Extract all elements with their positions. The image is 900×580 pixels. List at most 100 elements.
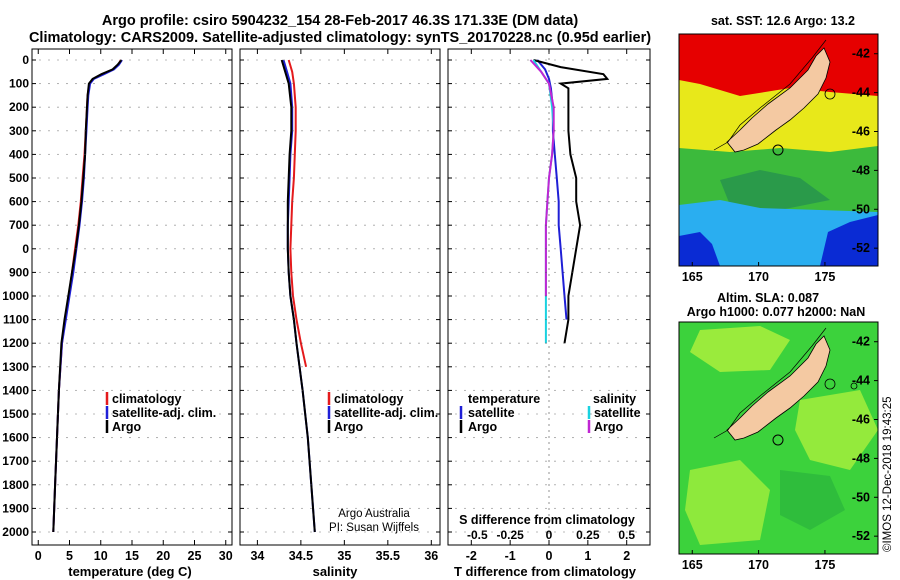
grid-dot: [536, 460, 538, 462]
grid-dot: [265, 130, 267, 132]
grid-dot: [66, 130, 68, 132]
grid-dot: [283, 366, 285, 368]
grid-dot: [256, 531, 258, 533]
grid-dot: [626, 153, 628, 155]
grid-dot: [210, 295, 212, 297]
zero-line-dot: [548, 358, 550, 360]
series-line-temperature-satellite: [536, 59, 568, 320]
grid-dot: [48, 460, 50, 462]
sla-map-title-line1: Altim. SLA: 0.087: [717, 291, 819, 305]
grid-dot: [93, 248, 95, 250]
grid-dot: [301, 531, 303, 533]
legend-label-temp-satellite: satellite: [468, 406, 515, 420]
grid-dot: [581, 319, 583, 321]
grid-dot: [310, 437, 312, 439]
grid-dot: [48, 295, 50, 297]
grid-dot: [455, 460, 457, 462]
grid-dot: [482, 271, 484, 273]
grid-dot: [409, 201, 411, 203]
grid-dot: [554, 295, 556, 297]
zero-line-dot: [548, 394, 550, 396]
grid-dot: [346, 484, 348, 486]
grid-dot: [491, 271, 493, 273]
grid-dot: [310, 248, 312, 250]
grid-dot: [427, 531, 429, 533]
grid-dot: [301, 248, 303, 250]
grid-dot: [590, 295, 592, 297]
grid-dot: [183, 59, 185, 61]
grid-dot: [156, 130, 158, 132]
grid-dot: [482, 437, 484, 439]
grid-dot: [292, 342, 294, 344]
grid-dot: [527, 153, 529, 155]
grid-dot: [617, 224, 619, 226]
grid-dot: [247, 83, 249, 85]
grid-dot: [518, 366, 520, 368]
zero-line-dot: [548, 442, 550, 444]
grid-dot: [464, 389, 466, 391]
zero-line-dot: [548, 454, 550, 456]
grid-dot: [599, 507, 601, 509]
grid-dot: [491, 106, 493, 108]
grid-dot: [201, 106, 203, 108]
grid-dot: [599, 106, 601, 108]
grid-dot: [201, 248, 203, 250]
grid-dot: [346, 224, 348, 226]
grid-dot: [156, 106, 158, 108]
zero-line-dot: [548, 256, 550, 258]
grid-dot: [590, 153, 592, 155]
grid-dot: [518, 83, 520, 85]
grid-dot: [400, 177, 402, 179]
grid-dot: [536, 224, 538, 226]
grid-dot: [319, 106, 321, 108]
grid-dot: [482, 413, 484, 415]
grid-dot: [165, 507, 167, 509]
grid-dot: [247, 531, 249, 533]
grid-dot: [93, 460, 95, 462]
depth-tick-label: 1200: [2, 336, 29, 350]
grid-dot: [48, 531, 50, 533]
grid-dot: [66, 507, 68, 509]
grid-dot: [129, 106, 131, 108]
grid-dot: [66, 413, 68, 415]
grid-dot: [581, 389, 583, 391]
grid-dot: [518, 153, 520, 155]
legend-label-climatology: climatology: [112, 392, 182, 406]
zero-line-dot: [548, 58, 550, 60]
grid-dot: [129, 507, 131, 509]
grid-dot: [455, 437, 457, 439]
grid-dot: [274, 366, 276, 368]
grid-dot: [120, 59, 122, 61]
grid-dot: [138, 177, 140, 179]
grid-dot: [635, 153, 637, 155]
grid-dot: [373, 177, 375, 179]
grid-dot: [319, 224, 321, 226]
grid-dot: [84, 83, 86, 85]
grid-dot: [482, 295, 484, 297]
grid-dot: [129, 484, 131, 486]
grid-dot: [174, 507, 176, 509]
grid-dot: [409, 319, 411, 321]
x-tick-label: 34: [250, 549, 264, 563]
grid-dot: [75, 224, 77, 226]
grid-dot: [382, 437, 384, 439]
grid-dot: [364, 319, 366, 321]
sst-eddy-marker: [824, 88, 836, 100]
grid-dot: [310, 177, 312, 179]
grid-dot: [93, 366, 95, 368]
grid-dot: [464, 531, 466, 533]
grid-dot: [590, 319, 592, 321]
grid-dot: [373, 484, 375, 486]
grid-dot: [427, 342, 429, 344]
grid-dot: [346, 295, 348, 297]
grid-dot: [581, 507, 583, 509]
grid-dot: [473, 319, 475, 321]
grid-dot: [310, 319, 312, 321]
grid-dot: [57, 201, 59, 203]
grid-dot: [310, 201, 312, 203]
grid-dot: [635, 130, 637, 132]
legend-label-sal-satellite: satellite: [594, 406, 641, 420]
grid-dot: [138, 366, 140, 368]
legend-title-temperature: temperature: [468, 392, 540, 406]
grid-dot: [301, 460, 303, 462]
